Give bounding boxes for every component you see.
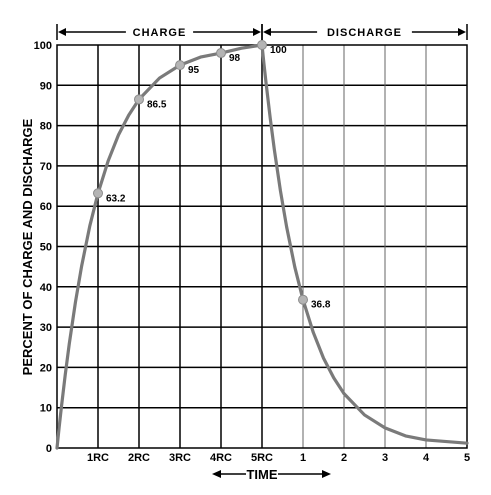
x-axis-arrowhead-right	[322, 470, 331, 478]
series-layer	[55, 43, 469, 450]
grid	[57, 45, 467, 448]
data-label: 86.5	[147, 99, 167, 110]
y-tick-label: 20	[40, 362, 52, 374]
data-marker	[93, 188, 103, 199]
data-marker	[175, 60, 185, 71]
series-line	[55, 43, 469, 450]
x-tick-label: 1	[300, 452, 306, 464]
data-label: 63.2	[106, 193, 126, 204]
x-tick-label: 3RC	[169, 452, 191, 464]
segment-arrowhead-left	[58, 28, 66, 36]
y-tick-label: 70	[40, 161, 52, 173]
data-marker	[257, 40, 267, 50]
y-axis-label: PERCENT OF CHARGE AND DISCHARGE	[20, 118, 35, 375]
y-tick-label: 90	[40, 80, 52, 92]
segment-label: CHARGE	[133, 27, 187, 39]
x-axis-label: TIME	[246, 467, 277, 482]
y-tick-label: 100	[34, 40, 52, 52]
data-marker	[216, 48, 226, 59]
x-axis-ticks: 1RC 2RC 3RC 4RC 5RC 1 2 3 4 5	[87, 452, 470, 464]
x-tick-label: 4	[423, 452, 430, 464]
marker-layer: 63.2 86.5 95 98 100 36.8	[93, 40, 331, 311]
data-marker	[134, 94, 144, 105]
segment-arrowhead-left	[263, 28, 271, 36]
data-label: 98	[229, 53, 241, 64]
data-label: 36.8	[311, 300, 331, 311]
x-tick-label: 2RC	[128, 452, 150, 464]
data-marker	[298, 294, 308, 305]
x-tick-label: 3	[382, 452, 388, 464]
y-tick-label: 40	[40, 282, 52, 294]
data-label: 95	[188, 65, 200, 76]
y-tick-label: 60	[40, 201, 52, 213]
segment-labels: CHARGE DISCHARGE	[56, 24, 468, 40]
y-tick-label: 80	[40, 121, 52, 133]
segment-label: DISCHARGE	[327, 27, 402, 39]
y-axis-ticks: 0 10 20 30 40 50 60 70 80 90 100	[34, 40, 52, 455]
x-tick-label: 5RC	[251, 452, 273, 464]
segment-arrowhead-right	[253, 28, 261, 36]
segment-arrowhead-right	[458, 28, 466, 36]
y-tick-label: 0	[46, 443, 52, 455]
x-axis-label-group: TIME	[212, 467, 331, 482]
x-tick-label: 5	[464, 452, 470, 464]
x-tick-label: 4RC	[210, 452, 232, 464]
x-tick-label: 2	[341, 452, 347, 464]
data-label: 100	[270, 45, 287, 56]
y-tick-label: 50	[40, 242, 52, 254]
x-tick-label: 1RC	[87, 452, 109, 464]
y-tick-label: 10	[40, 403, 52, 415]
y-tick-label: 30	[40, 322, 52, 334]
x-axis-arrowhead-left	[212, 470, 221, 478]
